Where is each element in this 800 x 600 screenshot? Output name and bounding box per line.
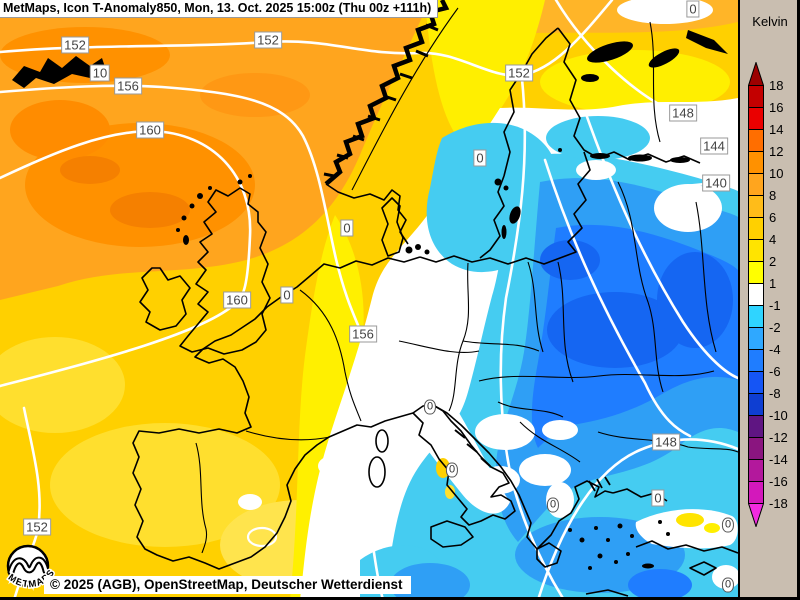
colorbar-cell [748,129,764,152]
colorbar-cell [748,437,764,460]
colorbar-cell [748,239,764,262]
map-title-text: MetMaps, Icon T-Anomaly850, Mon, 13. Oct… [3,1,432,15]
colorbar-cell [748,107,764,130]
frame-right-edge [797,0,800,600]
colorbar-tick-label: 14 [769,122,784,137]
colorbar-cell [748,261,764,284]
colorbar-cell [748,415,764,438]
colorbar-tick-label: 16 [769,100,784,115]
gulf-of-finland-coast [494,148,690,191]
colorbar-cell [748,151,764,174]
colorbar-cell [748,217,764,240]
colorbar-tick-label: 8 [769,188,777,203]
metmaps-logo: METMAPS [4,544,58,592]
colorbar-cell [748,393,764,416]
country-borders [195,7,738,554]
colorbar-tick-label: -10 [769,408,788,423]
colorbar-tick-label: -4 [769,342,781,357]
colorbar-cell [748,173,764,196]
colorbar-cell [748,459,764,482]
attribution-text: © 2025 (AGB), OpenStreetMap, Deutscher W… [50,577,403,592]
scottish-isles [176,174,252,245]
lakes [581,30,728,82]
colorbar-tick-label: -14 [769,452,788,467]
colorbar-tick-label: -6 [769,364,781,379]
colorbar-cell [748,85,764,108]
weather-map [0,0,738,600]
colorbar-cell [748,283,764,306]
attribution-bar: © 2025 (AGB), OpenStreetMap, Deutscher W… [44,576,411,594]
colorbar-cell [748,305,764,328]
colorbar-tick-label: -18 [769,496,788,511]
colorbar-panel: Kelvin 18 16 14 12 10 8 6 4 2 1 -1 -2 -4 -6 -8 -10 -12 -1… [738,0,800,600]
danish-isles [405,244,430,255]
colorbar-tick-label: -16 [769,474,788,489]
colorbar-cell [748,481,764,504]
colorbar-cell [748,195,764,218]
colorbar-tick-label: 18 [769,78,784,93]
colorbar-tick-label: 1 [769,276,777,291]
colorbar-tick-label: 12 [769,144,784,159]
colorbar-cells [748,85,798,504]
colorbar-cell [748,327,764,350]
colorbar-tick-label: 4 [769,232,777,247]
colorbar-tick-label: 2 [769,254,777,269]
colorbar-scale: 18 16 14 12 10 8 6 4 2 1 -1 -2 -4 -6 -8 -10 -12 -14 -16 -18 [748,62,798,527]
frame-bottom-edge [0,597,800,600]
aegean-islands [568,520,670,570]
colorbar-cell [748,349,764,372]
map-title: MetMaps, Icon T-Anomaly850, Mon, 13. Oct… [0,0,439,18]
colorbar-tick-label: 10 [769,166,784,181]
colorbar-tick-label: -1 [769,298,781,313]
colorbar-cell [748,371,764,394]
colorbar-arrow-up-icon [748,62,764,86]
colorbar-tick-label: -8 [769,386,781,401]
colorbar-tick-label: -12 [769,430,788,445]
colorbar-tick-label: -2 [769,320,781,335]
colorbar-tick-label: 6 [769,210,777,225]
colorbar-arrow-down-icon [748,503,764,527]
colorbar-title: Kelvin [752,14,788,29]
